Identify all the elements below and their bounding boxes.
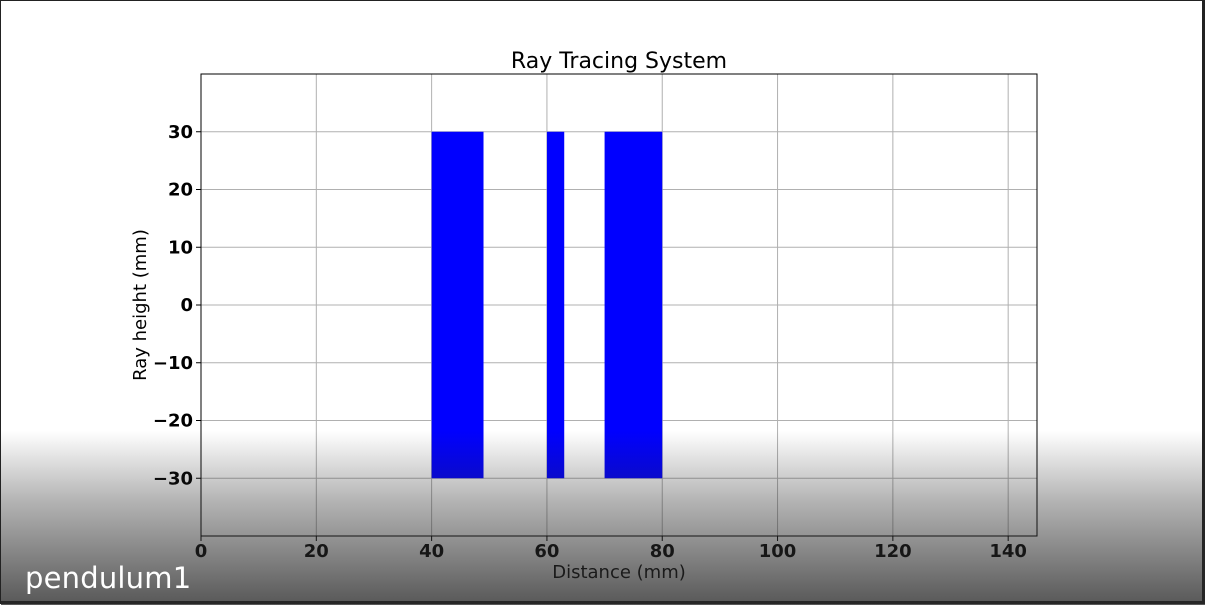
- y-tick-label-1: −20: [153, 411, 193, 432]
- y-tick-label-2: −10: [153, 353, 193, 374]
- y-tick-label-5: 20: [168, 180, 193, 201]
- x-tick-label-1: 20: [304, 541, 329, 562]
- x-axis-label: Distance (mm): [552, 562, 686, 583]
- bar-1: [546, 131, 565, 479]
- video-caption: pendulum1: [25, 561, 192, 595]
- y-tick-label-3: 0: [180, 295, 193, 316]
- bar-0: [431, 131, 484, 479]
- x-tick-label-6: 120: [874, 541, 912, 562]
- chart-title: Ray Tracing System: [511, 49, 727, 74]
- bars-group: [431, 131, 663, 479]
- y-tick-label-4: 10: [168, 237, 193, 258]
- x-tick-label-0: 0: [195, 541, 208, 562]
- x-tick-label-5: 100: [759, 541, 797, 562]
- x-tick-label-3: 60: [534, 541, 559, 562]
- x-tick-label-4: 80: [650, 541, 675, 562]
- x-tick-label-2: 40: [419, 541, 444, 562]
- bar-2: [604, 131, 663, 479]
- y-axis-label: Ray height (mm): [130, 229, 151, 381]
- x-ticks: 0 20 40 60 80 100 120 140: [195, 536, 1027, 562]
- y-tick-label-0: −30: [153, 468, 193, 489]
- y-tick-label-6: 30: [168, 122, 193, 143]
- x-tick-label-7: 140: [989, 541, 1027, 562]
- y-ticks: −30 −20 −10 0 10 20 30: [153, 122, 201, 489]
